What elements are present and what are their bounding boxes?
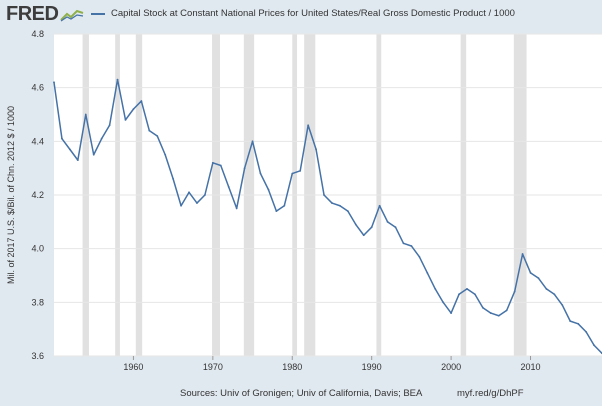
- data-point: [299, 169, 302, 172]
- data-point: [394, 226, 397, 229]
- data-point: [466, 288, 468, 290]
- data-point: [402, 242, 405, 245]
- data-point: [227, 186, 230, 188]
- data-point: [291, 172, 294, 175]
- fred-chart-logo-icon: [60, 9, 84, 21]
- data-point: [275, 210, 278, 213]
- data-point: [315, 148, 317, 151]
- data-point: [545, 288, 548, 290]
- data-point: [243, 167, 246, 170]
- data-point: [251, 140, 254, 143]
- x-tick-label: 1980: [282, 362, 302, 372]
- y-axis-ticks: 3.6 3.8 4.0 4.2 4.4 4.6 4.8: [31, 29, 44, 361]
- data-point: [307, 124, 310, 127]
- y-tick-label: 4.2: [31, 190, 44, 200]
- data-point: [61, 137, 63, 140]
- data-point: [569, 320, 572, 323]
- data-point: [521, 253, 524, 255]
- legend-swatch: [91, 12, 105, 15]
- data-point: [354, 223, 357, 226]
- data-point: [323, 194, 325, 196]
- y-tick-label: 4.4: [31, 136, 44, 146]
- data-point: [203, 194, 206, 196]
- data-point: [497, 314, 500, 317]
- data-point: [386, 220, 389, 223]
- data-point: [450, 312, 453, 314]
- data-point: [458, 293, 460, 296]
- chart-legend: Capital Stock at Constant National Price…: [91, 8, 515, 19]
- data-point: [267, 188, 270, 191]
- data-point: [132, 108, 135, 111]
- data-point: [362, 234, 365, 237]
- series-line: [53, 78, 602, 354]
- data-point: [378, 204, 381, 207]
- data-point: [92, 153, 95, 156]
- x-tick-label: 1960: [123, 362, 143, 372]
- data-point: [577, 322, 580, 325]
- data-point: [481, 306, 484, 309]
- data-point: [172, 178, 175, 180]
- x-tick-label: 1990: [362, 362, 382, 372]
- y-tick-label: 4.8: [31, 29, 44, 39]
- short-link[interactable]: myf.red/g/DhPF: [457, 388, 524, 399]
- data-point: [180, 204, 182, 207]
- data-point: [164, 153, 167, 156]
- data-point: [553, 293, 556, 296]
- x-tick-label: 1970: [203, 362, 223, 372]
- sources-note: Sources: Univ of Gronigen; Univ of Calif…: [180, 388, 423, 399]
- data-point: [100, 137, 103, 140]
- data-point: [442, 301, 445, 304]
- data-point: [116, 78, 119, 81]
- data-point: [346, 210, 349, 213]
- data-point: [474, 293, 476, 296]
- y-tick-label: 4.6: [31, 83, 44, 93]
- data-point: [561, 304, 564, 306]
- data-point: [219, 164, 222, 167]
- data-point: [188, 191, 190, 194]
- fred-logo-text: FRED: [6, 3, 59, 25]
- data-point: [505, 309, 508, 312]
- data-point: [53, 81, 55, 84]
- series-layer: [53, 78, 602, 355]
- data-point: [76, 159, 79, 162]
- data-point: [148, 129, 151, 132]
- data-point: [418, 255, 421, 258]
- y-axis-label-wrap: Mil. of 2017 U.S. $/Bil. of Chn. 2012 $ …: [0, 34, 22, 356]
- data-point: [489, 312, 492, 314]
- x-tick-label: 2010: [521, 362, 541, 372]
- chart-header: FRED Capital Stock at Constant National …: [0, 0, 602, 28]
- data-point: [124, 118, 127, 121]
- data-point: [108, 124, 111, 127]
- data-point: [140, 100, 143, 102]
- y-tick-label: 3.8: [31, 297, 44, 307]
- data-point: [410, 245, 413, 247]
- data-point: [513, 290, 516, 293]
- data-point: [593, 344, 595, 347]
- data-point: [434, 288, 437, 290]
- data-point: [211, 161, 214, 164]
- data-point: [426, 271, 429, 274]
- data-point: [156, 135, 159, 137]
- data-point: [339, 204, 341, 207]
- x-tick-label: 2000: [441, 362, 461, 372]
- data-point: [283, 204, 286, 207]
- legend-label: Capital Stock at Constant National Price…: [111, 8, 515, 19]
- y-axis-label: Mil. of 2017 U.S. $/Bil. of Chn. 2012 $ …: [6, 105, 17, 285]
- fred-logo[interactable]: FRED: [6, 3, 84, 26]
- data-point: [331, 202, 333, 204]
- data-point: [370, 226, 373, 229]
- data-point: [196, 202, 198, 204]
- y-tick-label: 3.6: [31, 351, 44, 361]
- data-point: [84, 113, 87, 116]
- y-tick-label: 4.0: [31, 244, 44, 254]
- data-point: [235, 207, 238, 210]
- data-point: [68, 148, 71, 151]
- data-point: [529, 271, 532, 274]
- data-point: [259, 172, 262, 175]
- data-point: [537, 277, 540, 280]
- x-axis-ticks: 1960 1970 1980 1990 2000 2010: [123, 356, 541, 372]
- data-point: [585, 330, 588, 333]
